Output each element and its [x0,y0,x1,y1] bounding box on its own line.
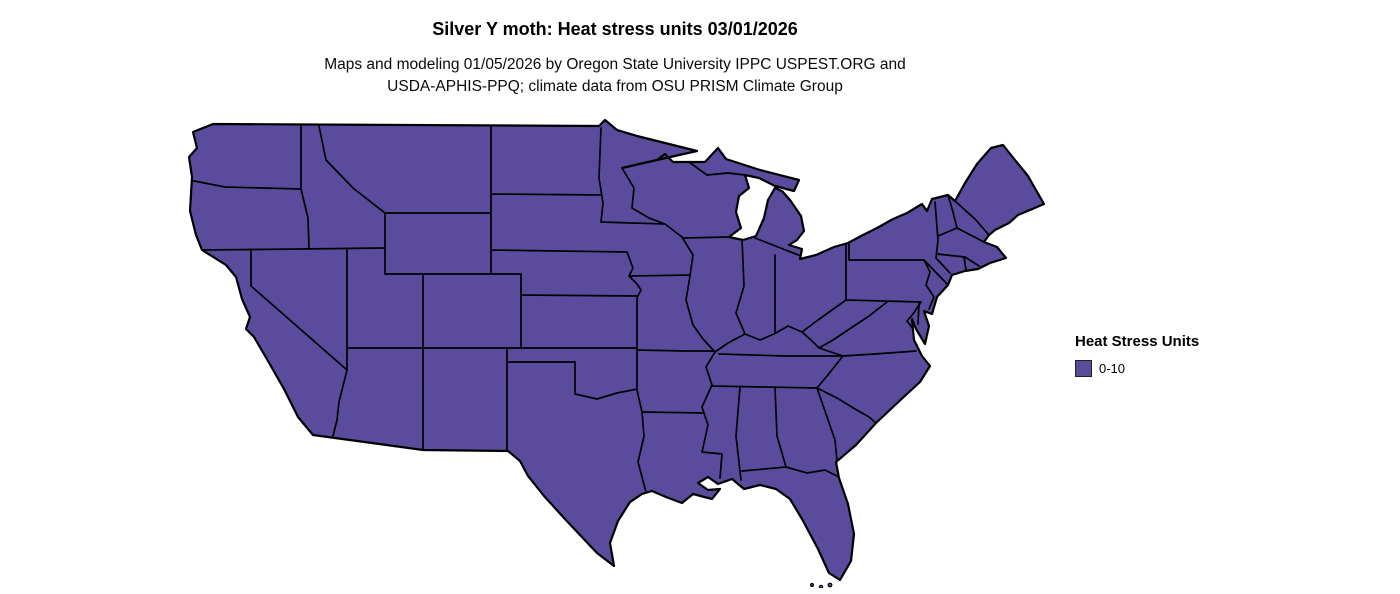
legend-swatch-0-10 [1075,360,1092,377]
subtitle-line-1: Maps and modeling 01/05/2026 by Oregon S… [324,56,906,73]
figure-subtitle: Maps and modeling 01/05/2026 by Oregon S… [185,54,1045,98]
us-outline [187,118,1045,582]
legend-title: Heat Stress Units [1075,333,1200,350]
legend-item: 0-10 [1075,360,1199,377]
legend: Heat Stress Units 0-10 [1075,333,1199,377]
figure-title: Silver Y moth: Heat stress units 03/01/2… [432,19,798,39]
subtitle-line-2: USDA-APHIS-PPQ; climate data from OSU PR… [387,78,843,95]
legend-item-label: 0-10 [1099,361,1126,376]
florida-keys-islands [809,582,833,588]
us-map [187,118,1045,588]
state-border-lines [189,125,990,493]
